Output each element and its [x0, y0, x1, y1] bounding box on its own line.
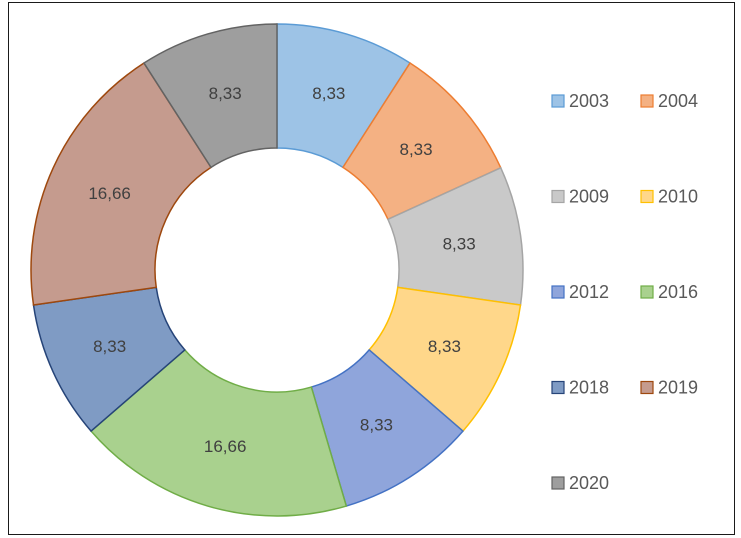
legend-swatch-2019 — [640, 380, 654, 395]
legend: 2003 2004 2009 2010 2012 2016 2018 2019 2020 — [551, 91, 698, 493]
data-label-2012: 8,33 — [360, 415, 393, 434]
legend-item-2009: 2009 — [551, 187, 609, 207]
legend-label-2009: 2009 — [569, 187, 609, 207]
legend-label-2010: 2010 — [658, 187, 698, 207]
slice-2019 — [30, 62, 213, 306]
data-label-2020: 8,33 — [209, 84, 242, 103]
legend-item-2003: 2003 — [551, 91, 609, 111]
legend-item-2016: 2016 — [640, 282, 698, 302]
legend-item-2018: 2018 — [551, 378, 609, 398]
slice-2020 — [142, 23, 278, 169]
data-label-2003: 8,33 — [312, 84, 345, 103]
data-labels-group: 8,33 8,33 8,33 8,33 8,33 16,66 8,33 16,66 8,33 — [88, 84, 475, 456]
legend-label-2004: 2004 — [658, 91, 698, 111]
legend-swatch-2020 — [551, 476, 565, 490]
legend-label-2016: 2016 — [658, 282, 698, 302]
legend-item-2020: 2020 — [551, 473, 609, 493]
chart-frame: 8,33 8,33 8,33 8,33 8,33 16,66 8,33 16,66 8,33 2… — [8, 2, 735, 535]
legend-item-2019: 2019 — [640, 378, 698, 398]
data-label-2010: 8,33 — [428, 337, 461, 356]
legend-label-2020: 2020 — [569, 473, 609, 493]
data-label-2004: 8,33 — [400, 140, 433, 159]
data-label-2009: 8,33 — [443, 234, 476, 253]
legend-label-2018: 2018 — [569, 378, 609, 398]
legend-swatch-2009 — [551, 189, 565, 204]
slice-2016 — [90, 348, 348, 517]
legend-swatch-2003 — [551, 94, 565, 108]
legend-label-2019: 2019 — [658, 378, 698, 398]
legend-item-2012: 2012 — [551, 282, 609, 302]
legend-label-2003: 2003 — [569, 91, 609, 111]
doughnut-chart: 8,33 8,33 8,33 8,33 8,33 16,66 8,33 16,66 8,33 2… — [30, 23, 698, 517]
legend-item-2004: 2004 — [640, 91, 698, 111]
data-label-2016: 16,66 — [204, 437, 247, 456]
data-label-2019: 16,66 — [88, 184, 131, 203]
slices-group — [30, 23, 524, 517]
legend-swatch-2018 — [551, 380, 565, 395]
legend-item-2010: 2010 — [640, 187, 698, 207]
legend-swatch-2010 — [640, 189, 654, 204]
legend-label-2012: 2012 — [569, 282, 609, 302]
legend-swatch-2016 — [640, 285, 654, 299]
data-label-2018: 8,33 — [93, 337, 126, 356]
legend-swatch-2004 — [640, 94, 654, 108]
legend-swatch-2012 — [551, 285, 565, 299]
